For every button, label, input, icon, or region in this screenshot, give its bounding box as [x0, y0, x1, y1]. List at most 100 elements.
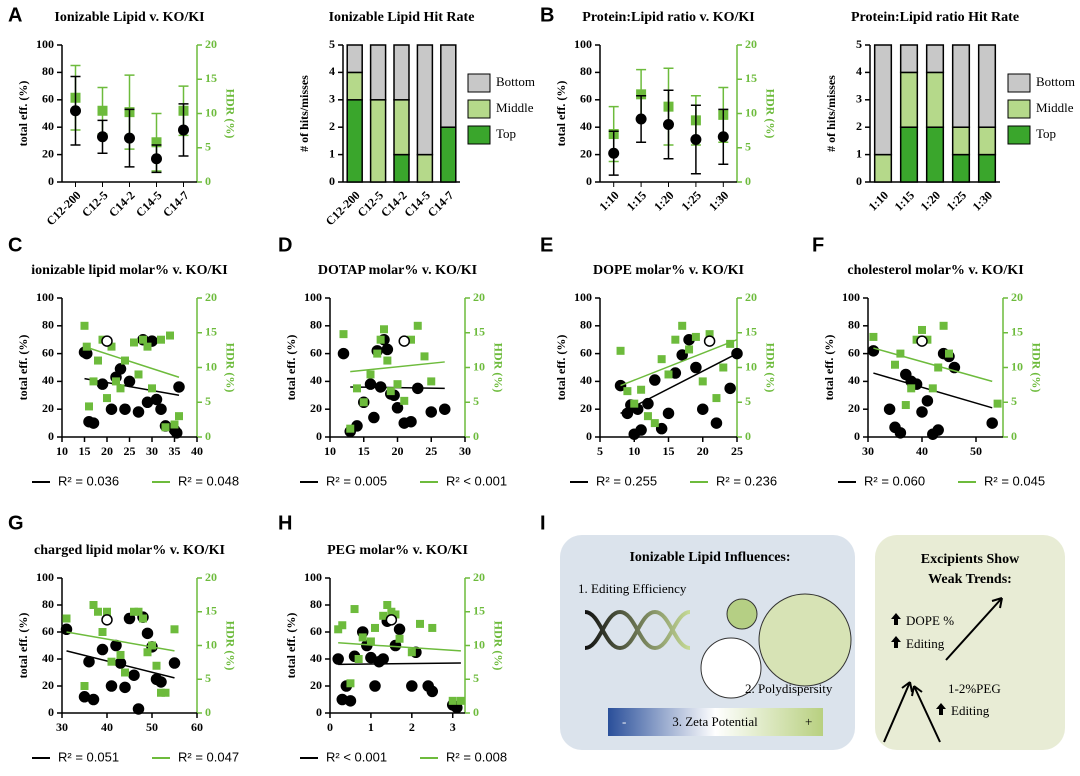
- point: [170, 625, 179, 634]
- y-tick-label: 100: [304, 290, 322, 304]
- bar-segment: [977, 44, 997, 128]
- chart-title: DOPE molar% v. KO/KI: [593, 263, 744, 278]
- y2-tick-label: 15: [205, 325, 217, 339]
- legend-label: R² = 0.060: [864, 473, 925, 488]
- bar-segment: [873, 153, 893, 183]
- legend-label: Middle: [1036, 100, 1074, 115]
- point: [451, 701, 463, 714]
- point: [400, 396, 409, 405]
- point: [332, 653, 344, 665]
- panel-label: D: [278, 234, 292, 256]
- point: [155, 676, 167, 688]
- point: [657, 355, 666, 364]
- note: Editing: [906, 636, 945, 651]
- y2-tick-label: 20: [205, 37, 217, 51]
- point: [393, 623, 406, 636]
- point: [171, 427, 183, 439]
- y2-tick-label: 5: [205, 671, 211, 685]
- point: [939, 321, 948, 330]
- x-tick-label: 40: [101, 720, 113, 734]
- point: [428, 623, 437, 632]
- y-tick-label: 5: [329, 37, 335, 51]
- y-tick-label: 20: [848, 401, 860, 415]
- point: [986, 417, 998, 429]
- y2-tick-label: 5: [205, 140, 211, 154]
- arrows: [883, 597, 1003, 743]
- legend-label: R² = 0.051: [58, 749, 119, 764]
- y-tick-label: 80: [310, 597, 322, 611]
- chart-title: DOTAP molar% v. KO/KI: [318, 263, 477, 278]
- bar-segment: [416, 153, 434, 183]
- y2-tick-label: 15: [745, 325, 757, 339]
- point: [358, 633, 367, 642]
- point: [456, 696, 465, 705]
- diagram: Ionizable Lipid Influences: 1. Editing E…: [560, 535, 1065, 750]
- y2-tick-label: 0: [745, 174, 751, 188]
- y-tick-label: 60: [42, 345, 54, 359]
- legend-swatch: [1007, 99, 1031, 119]
- y2-tick-label: 20: [473, 570, 485, 584]
- point: [676, 349, 688, 361]
- point: [630, 399, 639, 408]
- y-tick-label: 80: [580, 64, 592, 78]
- point: [107, 342, 116, 351]
- chart-title: ionizable lipid molar% v. KO/KI: [31, 263, 227, 278]
- point: [703, 335, 716, 347]
- point: [366, 370, 375, 379]
- point: [62, 614, 71, 623]
- x-tick-label: 1: [368, 720, 374, 734]
- point: [407, 335, 415, 344]
- x-tick-label: 40: [916, 444, 928, 458]
- y-tick-label: 2: [329, 119, 335, 133]
- box: [560, 535, 855, 750]
- point: [173, 381, 185, 393]
- point: [663, 118, 674, 130]
- y2-tick-label: 0: [745, 429, 751, 443]
- legend-swatch: [467, 99, 491, 119]
- point: [650, 419, 659, 428]
- point: [896, 349, 905, 358]
- y-tick-label: 2: [856, 119, 862, 133]
- point: [130, 338, 138, 347]
- chart-title: PEG molar% v. KO/KI: [327, 543, 468, 558]
- legend-label: R² = 0.048: [178, 473, 239, 488]
- diagram-title: Ionizable Lipid Influences:: [629, 550, 790, 565]
- point: [112, 377, 120, 386]
- point: [655, 422, 668, 435]
- y-tick-label: 60: [310, 624, 322, 638]
- y-axis-label: total eff. (%): [554, 335, 568, 401]
- diagram-title: Excipients Show: [921, 552, 1020, 567]
- point: [123, 375, 136, 388]
- point: [155, 403, 167, 415]
- y2-tick-label: 0: [473, 429, 479, 443]
- item: 2. Polydispersity: [745, 681, 833, 696]
- point: [150, 393, 163, 406]
- point: [157, 688, 165, 697]
- point: [105, 403, 118, 415]
- y-tick-label: 3: [856, 92, 862, 106]
- point: [386, 387, 395, 396]
- point: [119, 681, 131, 694]
- point: [717, 131, 729, 143]
- y2-tick-label: 15: [473, 325, 485, 339]
- y2-tick-label: 10: [745, 105, 757, 119]
- y-tick-label: 100: [842, 290, 860, 304]
- y-tick-label: 0: [48, 705, 54, 719]
- y2-tick-label: 15: [1011, 325, 1023, 339]
- legend-label: R² = 0.236: [716, 473, 777, 488]
- point: [83, 655, 95, 668]
- point: [907, 384, 916, 393]
- y-tick-label: 80: [42, 64, 54, 78]
- legend-swatch: [1007, 125, 1031, 145]
- y2-tick-label: 10: [473, 637, 485, 651]
- y2-tick-label: 20: [473, 290, 485, 304]
- y-tick-label: 0: [586, 429, 592, 443]
- point: [405, 415, 417, 428]
- point: [691, 332, 700, 341]
- point: [413, 321, 422, 330]
- point: [391, 610, 400, 619]
- y-tick-label: 60: [42, 92, 54, 106]
- y2-axis-label: HDR (%): [223, 343, 237, 393]
- point: [143, 342, 152, 351]
